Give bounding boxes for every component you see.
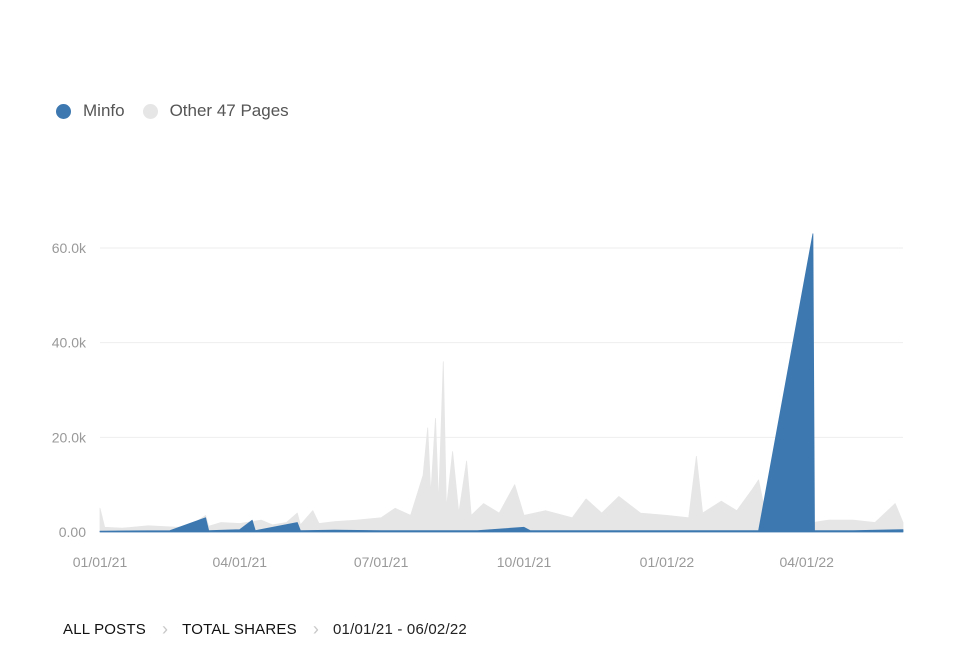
legend-label-other-pages: Other 47 Pages [169,101,289,120]
breadcrumb-total-shares[interactable]: TOTAL SHARES [182,621,297,638]
legend-label-minfo: Minfo [83,101,125,120]
y-tick-label: 40.0k [52,335,87,351]
x-tick-label: 01/01/22 [640,554,695,570]
shares-area-chart: 0.00 20.0k 40.0k 60.0k 01/01/21 04/01/21 07/0… [52,233,904,570]
legend-swatch-other-pages [142,103,158,119]
y-tick-label: 60.0k [52,240,87,256]
chevron-right-icon: › [312,619,320,639]
breadcrumb-all-posts[interactable]: ALL POSTS [63,621,146,638]
x-tick-label: 10/01/21 [497,554,552,570]
y-tick-label: 0.00 [59,524,86,540]
series-area-minfo[interactable] [99,233,904,533]
x-tick-label: 01/01/21 [73,554,128,570]
chart-areas [99,233,904,533]
x-tick-label: 04/01/21 [213,554,268,570]
y-tick-label: 20.0k [52,429,87,445]
x-axis-ticks: 01/01/21 04/01/21 07/01/21 10/01/21 01/01/22… [73,554,834,570]
x-tick-label: 07/01/21 [354,554,409,570]
y-axis-ticks: 0.00 20.0k 40.0k 60.0k [52,240,87,540]
legend-item-other-pages[interactable]: Other 47 Pages [142,101,289,121]
legend-swatch-minfo [56,103,71,119]
legend-item-minfo[interactable]: Minfo [56,101,125,121]
breadcrumb: ALL POSTS › TOTAL SHARES › 01/01/21 - 06… [63,619,467,639]
breadcrumb-date-range: 01/01/21 - 06/02/22 [333,621,467,638]
x-tick-label: 04/01/22 [779,554,834,570]
chevron-right-icon: › [161,619,169,639]
chart-legend: Minfo Other 47 Pages [56,101,307,121]
